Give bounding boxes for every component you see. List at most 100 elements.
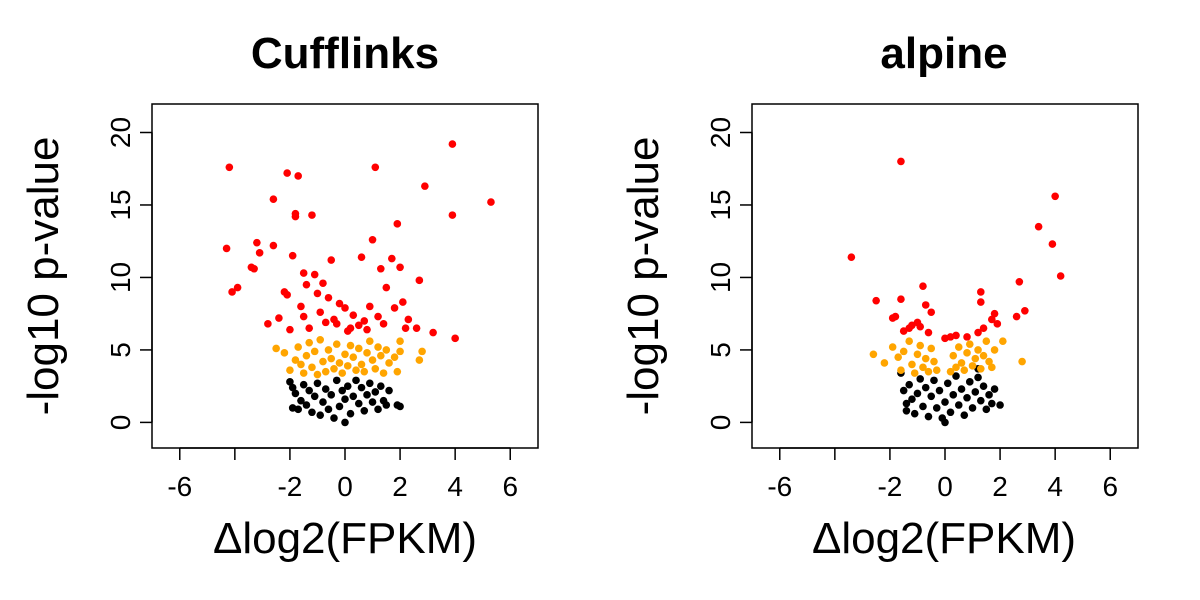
cufflinks-x-tick-label: 2 <box>392 471 408 502</box>
alpine-significant-point <box>897 157 905 166</box>
cufflinks-moderate-point <box>371 364 380 373</box>
alpine-not-significant-point <box>913 389 922 398</box>
alpine-y-tick-label: 5 <box>705 342 736 358</box>
alpine-significant-point <box>1021 306 1029 315</box>
cufflinks-not-significant-point <box>319 398 327 406</box>
alpine-not-significant-point <box>910 409 919 418</box>
cufflinks-significant-point <box>319 279 327 288</box>
cufflinks-moderate-point <box>365 337 374 346</box>
alpine-moderate-point <box>946 367 955 376</box>
cufflinks-moderate-point <box>330 364 338 373</box>
cufflinks-not-significant-point <box>343 382 352 390</box>
cufflinks-moderate-point <box>310 347 319 356</box>
cufflinks-not-significant-point <box>385 386 393 395</box>
cufflinks-significant-point <box>415 276 424 285</box>
alpine-not-significant-point <box>946 408 955 417</box>
cufflinks-not-significant-point <box>313 379 322 388</box>
cufflinks-moderate-point <box>418 347 426 356</box>
alpine-moderate-point <box>949 351 958 360</box>
alpine-not-significant-point <box>963 393 971 402</box>
cufflinks-significant-point <box>286 325 294 334</box>
cufflinks-significant-point <box>255 249 264 257</box>
cufflinks-moderate-point <box>396 337 404 346</box>
cufflinks-significant-point <box>324 293 333 302</box>
alpine-not-significant-point <box>965 378 974 386</box>
alpine-y-axis-label: -log10 p-value <box>619 137 668 416</box>
alpine-plot-frame <box>751 103 1139 449</box>
alpine-significant-point <box>1034 222 1043 231</box>
cufflinks-y-tick-label: 5 <box>105 342 136 358</box>
cufflinks-significant-point <box>341 304 349 312</box>
cufflinks-not-significant-point <box>365 379 374 388</box>
cufflinks-significant-point <box>297 302 305 311</box>
cufflinks-significant-point <box>346 324 355 332</box>
cufflinks-significant-point <box>313 289 322 298</box>
alpine-significant-point <box>1051 192 1059 201</box>
alpine-y-tick-label: 0 <box>705 415 736 431</box>
alpine-x-tick-label: 4 <box>1047 471 1063 502</box>
alpine-not-significant-point <box>905 380 913 389</box>
alpine-significant-point <box>990 309 999 318</box>
cufflinks-significant-point <box>374 312 382 321</box>
alpine-moderate-point <box>921 354 930 363</box>
cufflinks-moderate-point <box>291 356 300 364</box>
cufflinks-significant-point <box>390 304 399 312</box>
cufflinks-significant-point <box>316 308 325 317</box>
cufflinks-significant-point <box>451 334 459 343</box>
cufflinks-significant-point <box>225 163 234 172</box>
cufflinks-moderate-point <box>385 359 393 367</box>
cufflinks-not-significant-point <box>363 391 371 399</box>
cufflinks-not-significant-point <box>341 418 349 427</box>
alpine-not-significant-point <box>930 376 938 385</box>
cufflinks-title: Cufflinks <box>251 29 439 78</box>
cufflinks-not-significant-point <box>321 385 330 393</box>
cufflinks-significant-point <box>308 211 316 219</box>
cufflinks-not-significant-point <box>371 388 380 396</box>
alpine-significant-point <box>847 253 856 261</box>
cufflinks-moderate-point <box>313 370 322 379</box>
cufflinks-not-significant-point <box>346 409 355 418</box>
alpine-moderate-point <box>971 354 980 363</box>
alpine-moderate-point <box>999 337 1007 346</box>
cufflinks-significant-point <box>448 140 457 148</box>
cufflinks-significant-point <box>288 251 297 260</box>
cufflinks-moderate-point <box>352 366 360 375</box>
alpine-moderate-point <box>982 337 991 346</box>
cufflinks-significant-point <box>283 169 291 177</box>
cufflinks-moderate-point <box>327 354 336 363</box>
alpine-not-significant-point <box>957 385 966 393</box>
alpine-moderate-point <box>1018 357 1026 366</box>
cufflinks-significant-point <box>429 328 437 337</box>
cufflinks-significant-point <box>291 209 300 218</box>
alpine-significant-point <box>1048 240 1057 248</box>
cufflinks-moderate-point <box>396 347 404 356</box>
cufflinks-moderate-point <box>415 356 424 364</box>
alpine-moderate-point <box>979 351 988 360</box>
cufflinks-significant-point <box>368 235 377 244</box>
alpine-not-significant-point <box>921 383 930 392</box>
alpine-moderate-point <box>930 357 938 366</box>
alpine-y-tick-label: 10 <box>705 262 736 293</box>
cufflinks-moderate-point <box>305 338 314 347</box>
alpine-moderate-point <box>894 353 902 361</box>
cufflinks-not-significant-point <box>299 380 308 389</box>
cufflinks-moderate-point <box>341 350 349 359</box>
alpine-moderate-point <box>888 343 897 351</box>
alpine-significant-point <box>927 308 936 317</box>
cufflinks-moderate-point <box>377 351 385 360</box>
cufflinks-significant-point <box>233 283 242 292</box>
cufflinks-significant-point <box>294 172 302 180</box>
alpine-significant-point <box>1015 277 1024 286</box>
alpine-not-significant-point <box>960 411 969 419</box>
cufflinks-not-significant-point <box>382 401 391 409</box>
cufflinks-moderate-point <box>382 346 391 354</box>
alpine-not-significant-point <box>908 395 916 404</box>
alpine-y-tick-label: 15 <box>705 189 736 220</box>
alpine-significant-point <box>952 331 960 340</box>
cufflinks-moderate-point <box>354 344 363 353</box>
alpine-moderate-point <box>963 349 971 357</box>
alpine-not-significant-point <box>916 375 925 383</box>
cufflinks-moderate-point <box>343 362 352 370</box>
alpine-x-tick-label: 2 <box>992 471 1008 502</box>
cufflinks-not-significant-point <box>308 408 316 417</box>
